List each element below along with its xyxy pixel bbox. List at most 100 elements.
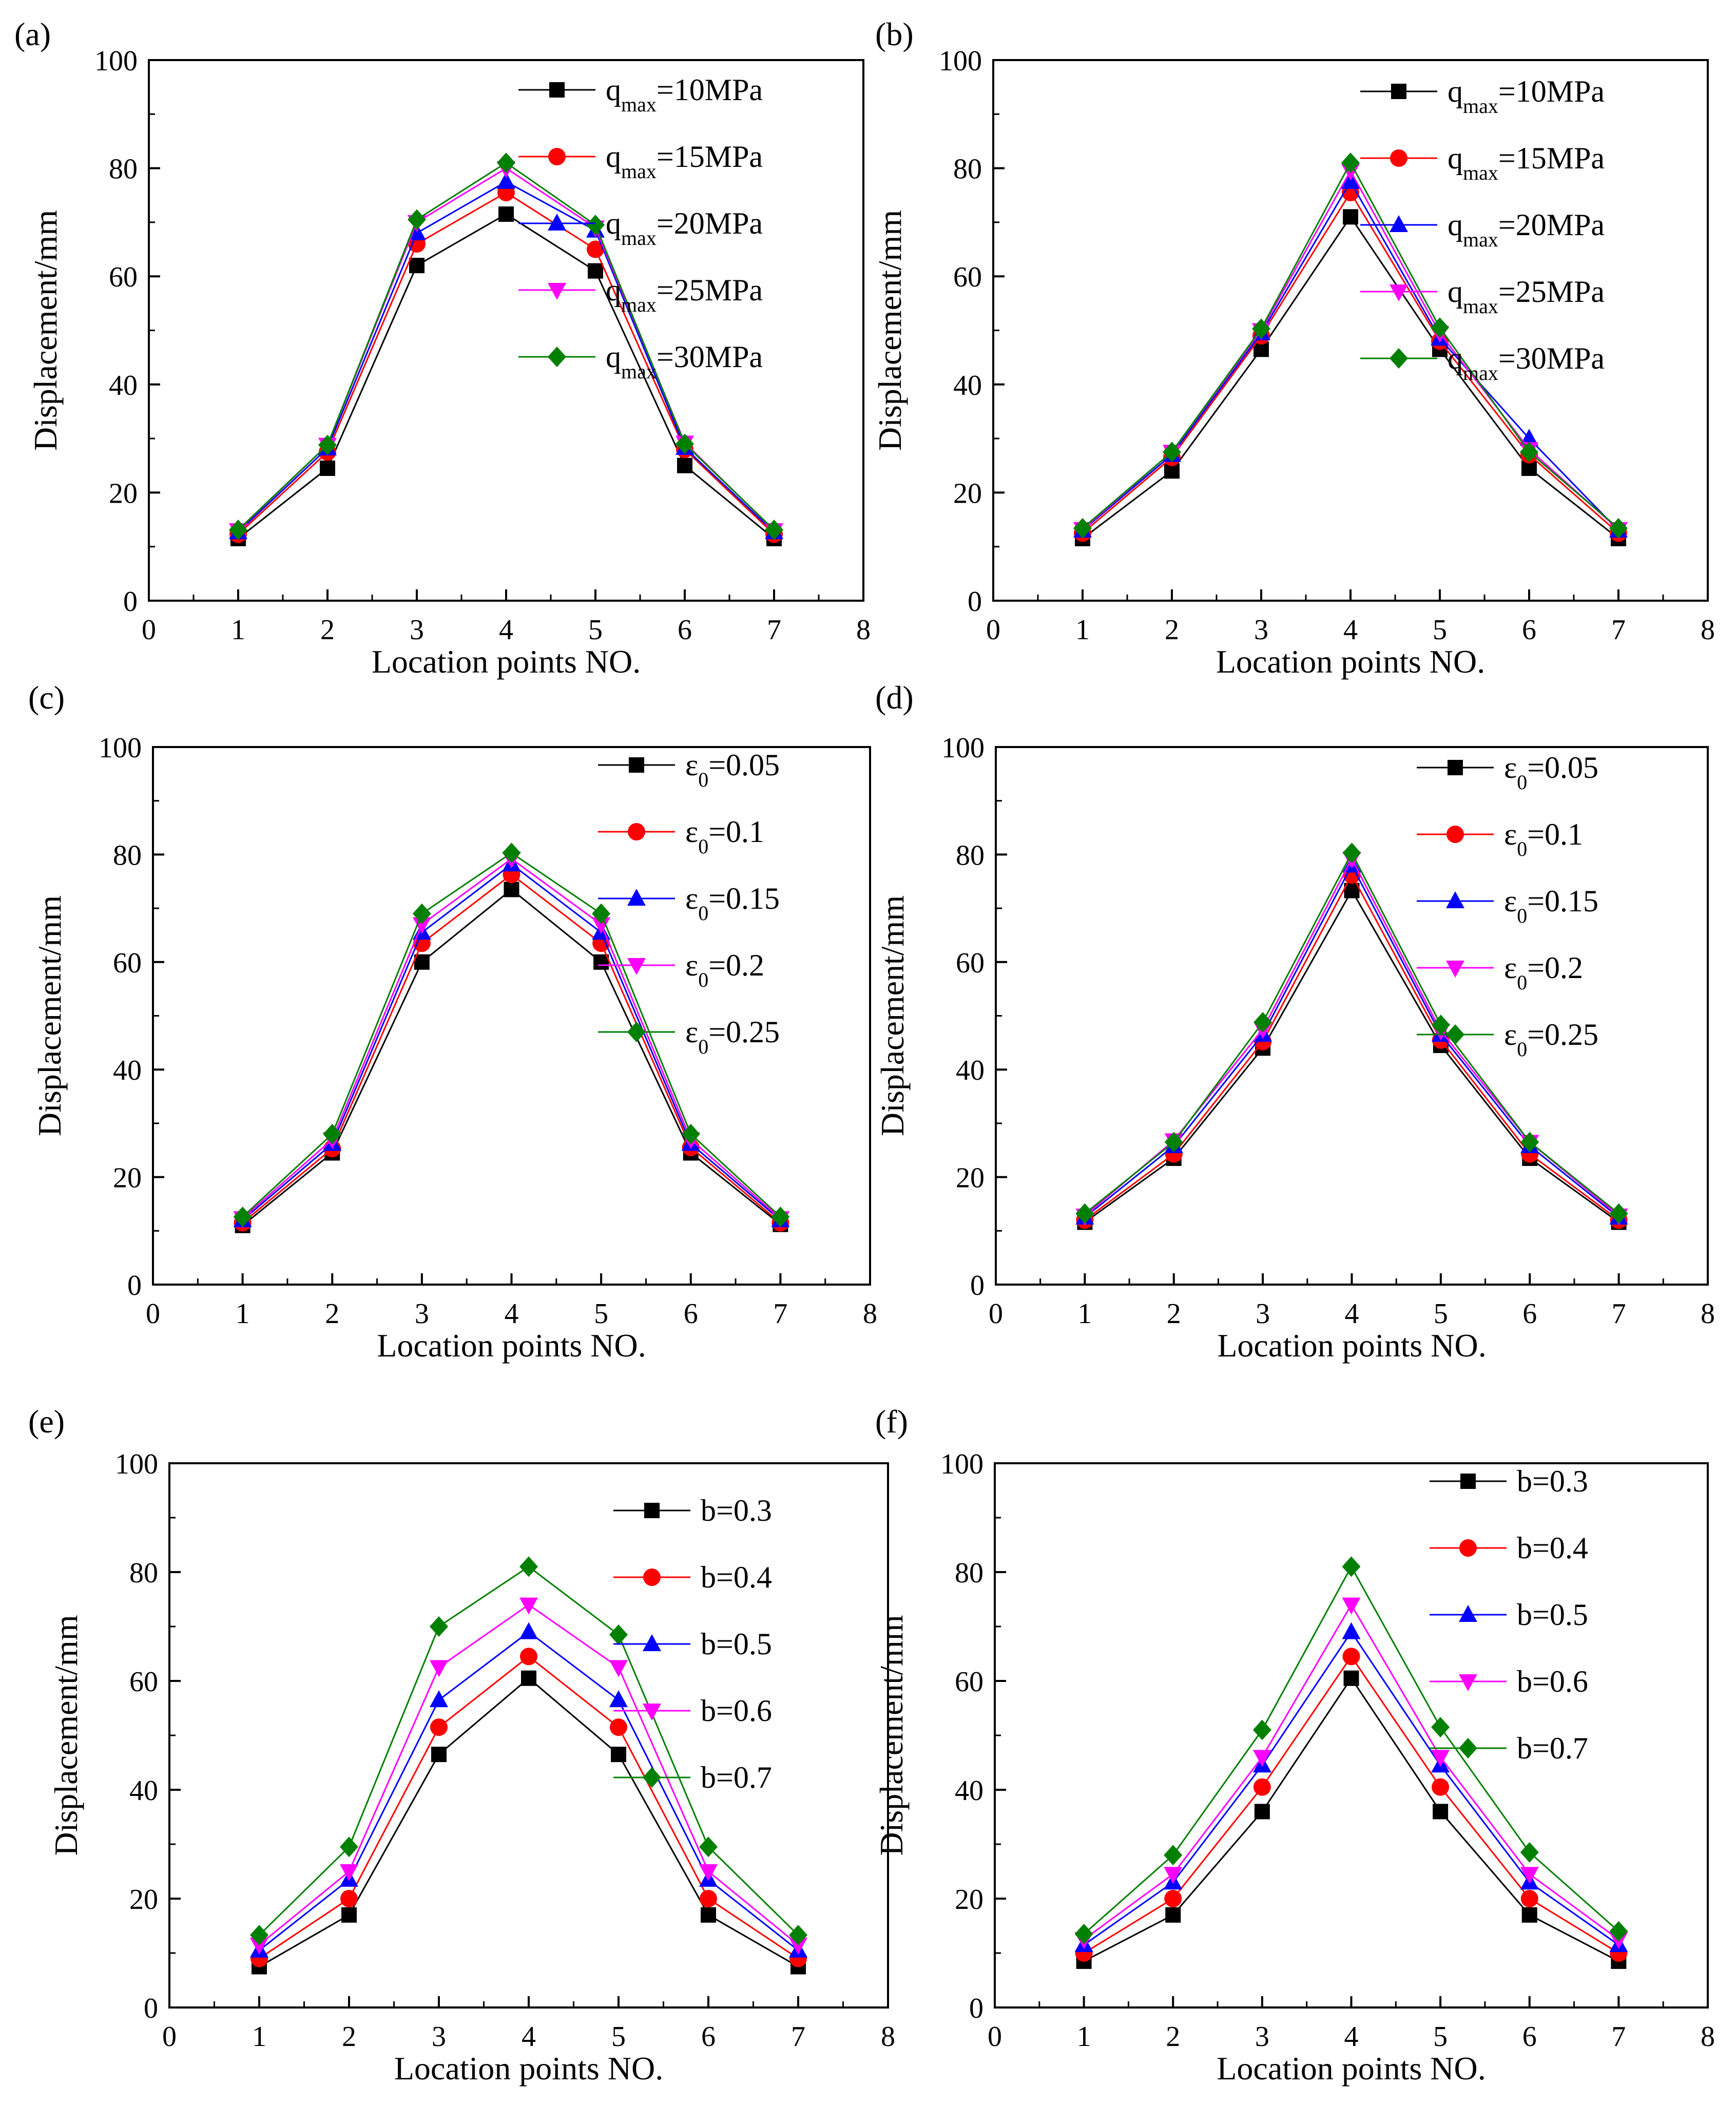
data-point (1164, 1890, 1182, 1907)
y-tick-label: 60 (129, 1666, 158, 1698)
legend-label-base: b=0.3 (701, 1494, 772, 1527)
data-point (519, 1597, 538, 1615)
legend-marker (627, 958, 646, 975)
legend-label-base: ε (1504, 1018, 1517, 1051)
legend-label: b=0.6 (701, 1694, 772, 1728)
legend-label-base: b=0.7 (1517, 1731, 1588, 1765)
legend-label-subscript: 0 (698, 1035, 708, 1058)
legend-label-subscript: 0 (1517, 1038, 1527, 1061)
y-axis-title: Displacement/mm (874, 895, 911, 1136)
y-tick-label: 100 (940, 1448, 983, 1480)
legend-label-base: q (606, 140, 621, 174)
x-axis-title: Location points NO. (394, 2050, 663, 2087)
data-point (318, 434, 337, 455)
legend-label-subscript: 0 (1517, 904, 1527, 927)
x-tick-label: 6 (1522, 614, 1536, 646)
data-point (1164, 1867, 1183, 1884)
data-point (341, 1907, 357, 1923)
data-point (1342, 843, 1361, 864)
data-point (323, 1123, 342, 1144)
legend-label: qmax=15MPa (606, 140, 763, 183)
y-axis-title: Displacement/mm (48, 1615, 84, 1856)
data-point (676, 433, 694, 454)
legend-label: b=0.3 (1517, 1464, 1588, 1498)
series-line (1084, 889, 1619, 1223)
legend-label-base: b=0.6 (1517, 1665, 1588, 1698)
legend-label-base: b=0.4 (701, 1560, 772, 1594)
x-tick-label: 0 (989, 1298, 1003, 1330)
panel-label: (a) (14, 16, 51, 52)
legend-label-rest: =20MPa (657, 206, 763, 240)
data-point (431, 1747, 447, 1763)
data-point (1253, 1778, 1271, 1796)
legend-marker (1391, 84, 1406, 99)
x-tick-label: 4 (1344, 2021, 1359, 2053)
legend-label-rest: =15MPa (1498, 141, 1605, 175)
legend-label: qmax=20MPa (606, 206, 763, 250)
legend-label-rest: =0.15 (1527, 884, 1598, 918)
data-point (498, 206, 514, 222)
y-tick-label: 0 (970, 1270, 985, 1302)
legend-marker (548, 148, 566, 165)
data-point (340, 1890, 358, 1907)
legend-label-rest: =0.2 (1527, 951, 1583, 985)
x-tick-label: 7 (773, 1298, 787, 1330)
legend-marker (1446, 961, 1464, 978)
legend-label: b=0.7 (1517, 1731, 1588, 1765)
data-point (1341, 152, 1360, 174)
y-tick-label: 60 (109, 261, 138, 293)
x-tick-label: 3 (410, 614, 424, 646)
y-tick-label: 40 (109, 370, 138, 401)
legend-label: qmax=30MPa (606, 340, 763, 383)
data-point (1074, 1923, 1093, 1944)
data-point (250, 1938, 268, 1955)
data-point (1342, 1597, 1361, 1615)
data-point (1520, 442, 1538, 463)
legend-label: b=0.4 (701, 1560, 772, 1594)
y-tick-label: 0 (968, 586, 982, 618)
y-tick-label: 20 (956, 1162, 985, 1194)
data-point (1431, 1015, 1450, 1036)
legend-label-rest: =25MPa (1498, 275, 1605, 309)
data-point (592, 903, 611, 924)
x-tick-label: 4 (522, 2021, 536, 2053)
legend-marker (628, 823, 645, 840)
x-tick-label: 8 (1701, 2021, 1715, 2053)
legend-label: ε0=0.15 (1504, 884, 1598, 927)
y-tick-label: 20 (109, 477, 138, 509)
x-tick-label: 2 (1167, 1298, 1181, 1330)
panel-label: (c) (28, 679, 65, 716)
data-point (412, 903, 431, 924)
legend-marker (629, 757, 644, 773)
x-axis-title: Location points NO. (1217, 1327, 1486, 1364)
x-tick-label: 7 (1611, 2021, 1626, 2053)
y-tick-label: 80 (953, 154, 982, 185)
data-point (1343, 209, 1358, 225)
y-tick-label: 60 (955, 1666, 983, 1698)
legend-label: b=0.5 (701, 1627, 772, 1661)
legend-label-rest: =10MPa (1498, 74, 1605, 108)
x-tick-label: 6 (1522, 1298, 1537, 1330)
data-point (1609, 518, 1628, 539)
legend-label-subscript: 0 (698, 768, 708, 791)
x-tick-label: 6 (684, 1298, 698, 1330)
data-point (677, 457, 692, 473)
y-tick-label: 20 (129, 1884, 158, 1916)
legend-label-base: q (606, 73, 621, 107)
legend-label-rest: =10MPa (657, 73, 763, 107)
x-tick-label: 6 (701, 2021, 716, 2053)
legend-label-base: ε (685, 1015, 698, 1049)
data-point (340, 1837, 358, 1858)
x-tick-label: 8 (1701, 614, 1715, 646)
panel-label: (d) (875, 679, 914, 716)
legend-marker (548, 347, 566, 367)
legend-marker (643, 1634, 661, 1651)
x-axis-title: Location points NO. (377, 1327, 646, 1364)
data-point (609, 1624, 628, 1645)
x-tick-label: 5 (588, 614, 603, 646)
legend-label: qmax=20MPa (1448, 208, 1605, 251)
x-tick-label: 0 (146, 1298, 160, 1330)
